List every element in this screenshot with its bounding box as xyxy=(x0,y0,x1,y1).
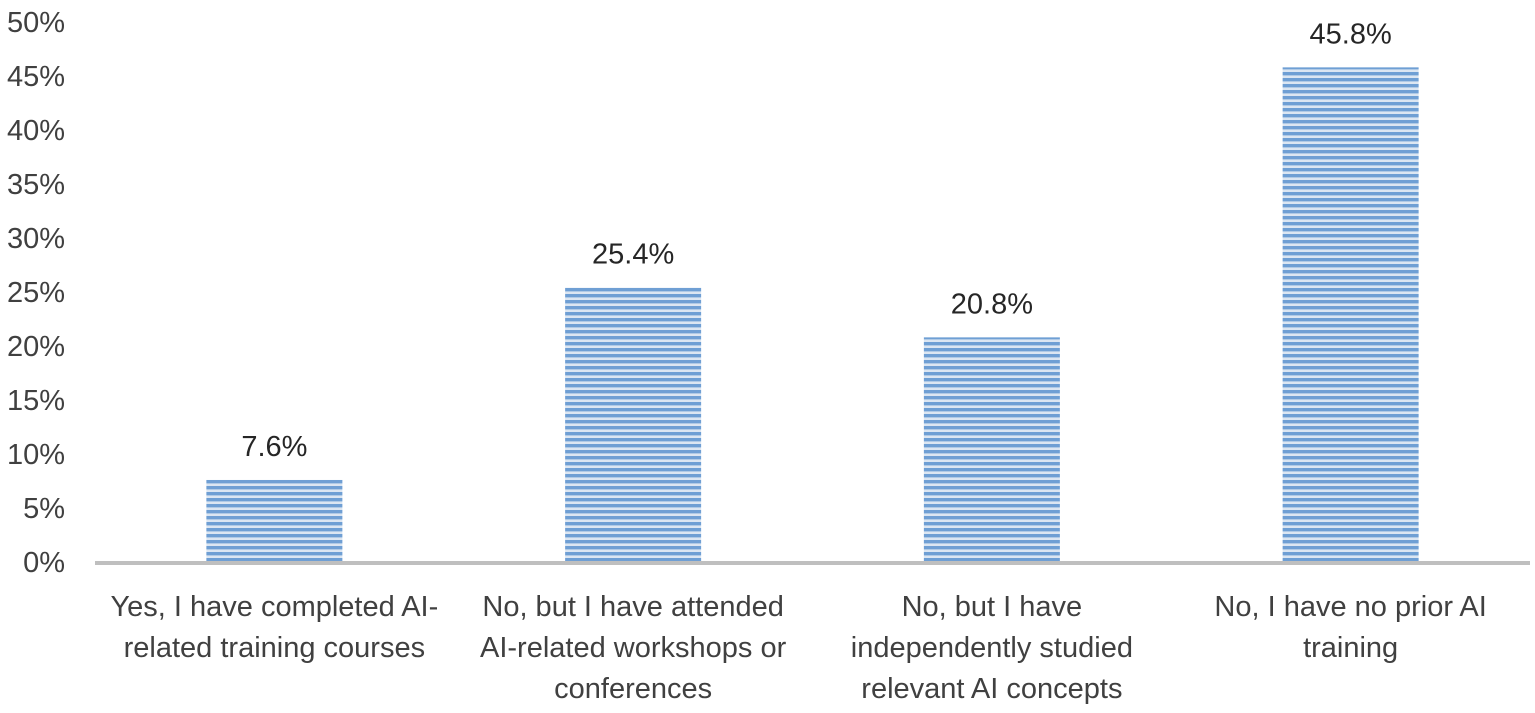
y-tick-label: 25% xyxy=(7,277,65,309)
bar xyxy=(565,287,702,562)
y-tick-label: 40% xyxy=(7,115,65,147)
x-category-label-line: related training courses xyxy=(124,632,425,664)
data-labels: 7.6% 25.4% 20.8% 45.8% xyxy=(241,18,1391,463)
x-category-label-line: No, but I have attended xyxy=(482,591,784,623)
x-category-label: No, but I have independently studied relev… xyxy=(851,591,1133,705)
y-tick-label: 15% xyxy=(7,385,65,417)
x-category-label: No, but I have attended AI-related worksh… xyxy=(480,591,787,705)
bar-value-label: 7.6% xyxy=(241,431,307,463)
bar xyxy=(923,337,1060,562)
bar-value-label: 45.8% xyxy=(1310,18,1392,50)
x-category-label-line: conferences xyxy=(554,673,712,705)
bar xyxy=(1282,67,1419,563)
y-tick-label: 30% xyxy=(7,223,65,255)
x-category-label: No, I have no prior AI training xyxy=(1214,591,1486,664)
x-category-label-line: Yes, I have completed AI- xyxy=(110,591,438,623)
x-category-label-line: training xyxy=(1303,632,1398,664)
bar-value-label: 20.8% xyxy=(951,288,1033,320)
y-axis: 0% 5% 10% 15% 20% 25% 30% 35% 40% 45% 50% xyxy=(7,7,65,579)
bar-value-label: 25.4% xyxy=(592,239,674,271)
y-tick-label: 35% xyxy=(7,169,65,201)
x-category-label: Yes, I have completed AI-related trainin… xyxy=(110,591,438,664)
y-tick-label: 20% xyxy=(7,331,65,363)
y-tick-label: 50% xyxy=(7,7,65,39)
x-category-label-line: relevant AI concepts xyxy=(861,673,1122,705)
y-tick-label: 45% xyxy=(7,61,65,93)
x-category-label-line: No, I have no prior AI xyxy=(1214,591,1486,623)
y-tick-label: 5% xyxy=(23,493,65,525)
x-category-label-line: No, but I have xyxy=(902,591,1083,623)
x-category-label-line: AI-related workshops or xyxy=(480,632,787,664)
x-category-label-line: independently studied xyxy=(851,632,1133,664)
y-tick-label: 10% xyxy=(7,439,65,471)
x-axis: Yes, I have completed AI-related trainin… xyxy=(95,561,1530,705)
bar xyxy=(206,479,343,562)
y-tick-label: 0% xyxy=(23,547,65,579)
bars xyxy=(206,67,1419,563)
